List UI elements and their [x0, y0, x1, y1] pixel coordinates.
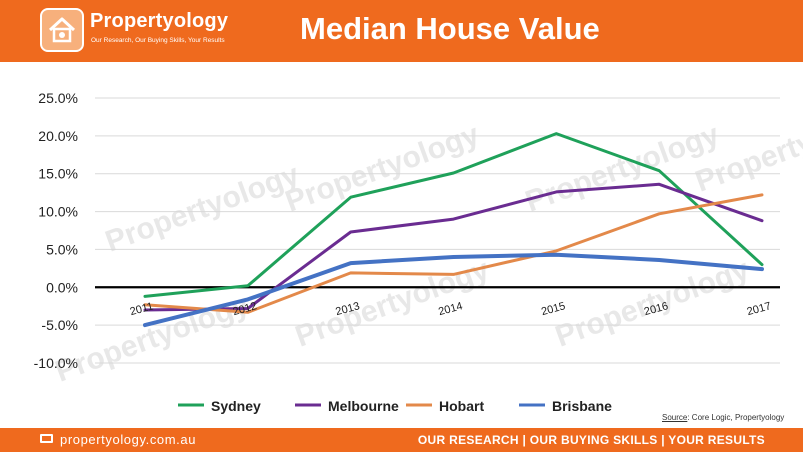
gridlines [95, 97, 780, 364]
y-tick-label: -5.0% [41, 317, 78, 333]
x-tick-label: 2015 [540, 300, 567, 318]
footer-url[interactable]: propertyology.com.au [60, 432, 197, 447]
series-line-hobart [143, 193, 764, 314]
brand-logo [40, 8, 84, 52]
y-tick-label: -10.0% [34, 355, 78, 371]
y-tick-label: 10.0% [38, 204, 78, 220]
brand-name: Propertyology [90, 10, 229, 32]
source-text: : Core Logic, Propertyology [687, 413, 785, 422]
legend-label: Sydney [211, 398, 261, 414]
series-line-brisbane [143, 252, 764, 328]
series-line-sydney [143, 132, 764, 298]
footer-tagline: OUR RESEARCH | OUR BUYING SKILLS | YOUR … [417, 433, 765, 447]
watermark-text: Propertyology [291, 253, 494, 354]
series-line-melbourne [143, 182, 764, 312]
y-tick-label: 20.0% [38, 128, 78, 144]
y-tick-label: 15.0% [38, 166, 78, 182]
watermark-text: Propertyology [101, 158, 304, 259]
header-bar: Propertyology Our Research, Our Buying S… [0, 0, 803, 62]
legend-label: Melbourne [328, 398, 399, 414]
y-tick-label: 0.0% [46, 279, 78, 295]
y-tick-label: 5.0% [46, 241, 78, 257]
source-label: Source [662, 413, 688, 422]
footer-bar: propertyology.com.au OUR RESEARCH | OUR … [0, 428, 803, 452]
brand-tagline: Our Research, Our Buying Skills, Your Re… [91, 37, 225, 44]
watermark-text: Propertyology [281, 118, 484, 219]
y-tick-label: 25.0% [38, 90, 78, 106]
page-title: Median House Value [300, 11, 600, 46]
legend: Sydney Melbourne Hobart Brisbane [178, 398, 612, 414]
legend-label: Brisbane [552, 398, 612, 414]
source-note: Source: Core Logic, Propertyology [662, 413, 784, 422]
monitor-icon [40, 434, 53, 443]
y-axis-ticks: 25.0% 20.0% 15.0% 10.0% 5.0% 0.0% -5.0% -10.0% [34, 90, 78, 371]
series-lines [143, 132, 764, 328]
x-tick-label: 2011 [129, 300, 155, 318]
legend-label: Hobart [439, 398, 484, 414]
house-icon [48, 17, 76, 43]
watermark-text: Propertyology [51, 288, 254, 389]
x-tick-label: 2017 [746, 300, 773, 318]
